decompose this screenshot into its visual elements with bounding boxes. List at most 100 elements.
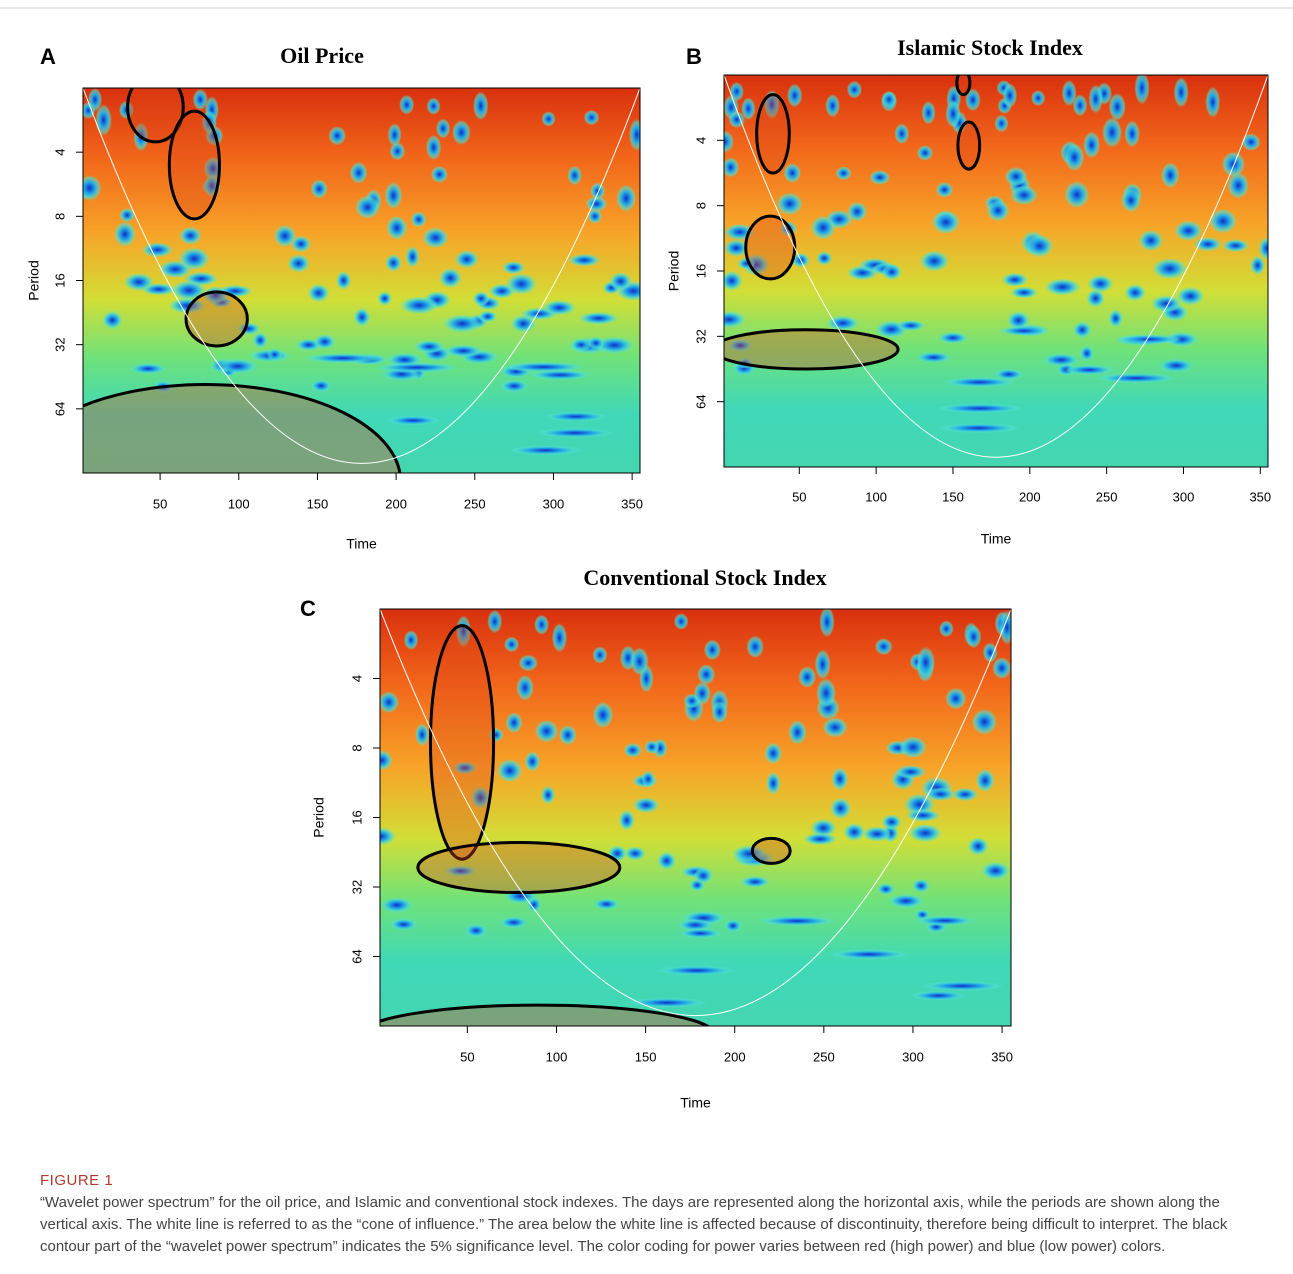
low-power-spot [964, 88, 981, 112]
x-axis-label: Time [680, 1095, 711, 1111]
y-tick-label: 32 [52, 337, 67, 351]
significance-contour [755, 93, 791, 175]
low-power-spot [724, 919, 742, 933]
significance-contour [184, 290, 249, 348]
x-tick-label: 200 [1019, 489, 1041, 504]
low-power-band [942, 377, 1017, 388]
low-power-spot [592, 701, 614, 729]
low-power-spot [728, 111, 746, 129]
low-power-spot [786, 83, 803, 108]
low-power-spot [632, 797, 660, 813]
low-power-spot [1002, 83, 1018, 108]
x-tick-label: 150 [635, 1049, 657, 1064]
low-power-spot [502, 261, 525, 275]
low-power-spot [202, 286, 229, 305]
low-power-spot [353, 307, 371, 327]
low-power-spot [499, 916, 528, 929]
low-power-spot [1083, 131, 1101, 159]
low-power-spot [478, 310, 497, 323]
low-power-spot [1250, 255, 1266, 276]
low-power-spot [472, 291, 490, 306]
heatmap [83, 88, 640, 473]
low-power-spot [830, 797, 852, 820]
low-power-spot [384, 181, 403, 210]
significance-contour [83, 382, 402, 473]
significance-contour [167, 109, 221, 221]
low-power-band [502, 362, 586, 373]
low-power-spot [1227, 172, 1250, 199]
x-tick-label: 100 [865, 489, 887, 504]
low-power-spot [1072, 321, 1092, 339]
low-power-spot [287, 254, 310, 273]
low-power-spot [822, 717, 848, 738]
low-power-spot [746, 635, 764, 659]
low-power-spot [776, 192, 803, 216]
low-power-spot [945, 99, 961, 128]
low-power-spot [916, 646, 936, 679]
heatmap [380, 609, 1011, 1026]
low-power-spot [1124, 284, 1146, 302]
low-power-spot [590, 182, 606, 200]
low-power-spot [919, 250, 950, 272]
low-power-spot [377, 291, 393, 306]
low-power-spot [1222, 239, 1249, 253]
low-power-spot [644, 740, 660, 754]
significance-contour [416, 841, 622, 895]
low-power-spot [899, 736, 927, 759]
low-power-spot [1064, 181, 1090, 209]
low-power-band [625, 997, 709, 1008]
low-power-spot [1108, 93, 1126, 121]
low-power-spot [506, 273, 537, 295]
low-power-spot [380, 827, 396, 846]
low-power-spot [819, 609, 835, 638]
x-tick-label: 300 [1173, 489, 1195, 504]
low-power-spot [399, 94, 415, 115]
low-power-spot [313, 334, 336, 350]
low-power-spot [697, 664, 716, 685]
low-power-spot [724, 239, 749, 257]
low-power-spot [783, 163, 802, 183]
low-power-spot [764, 742, 783, 765]
low-power-spot [567, 165, 583, 186]
low-power-spot [178, 247, 210, 271]
y-tick-label: 8 [693, 202, 708, 209]
low-power-spot [403, 630, 419, 650]
y-axis-label: Period [311, 797, 327, 837]
y-tick-label: 8 [349, 744, 364, 751]
low-power-spot [453, 761, 477, 775]
low-power-spot [328, 126, 347, 146]
low-power-spot [518, 654, 538, 672]
x-tick-label: 350 [621, 496, 643, 511]
low-power-spot [310, 179, 328, 199]
low-power-spot [542, 300, 576, 316]
low-power-spot [967, 837, 989, 856]
low-power-spot [657, 851, 677, 870]
x-axis-label: Time [346, 536, 377, 552]
low-power-spot [1241, 133, 1261, 151]
x-tick-label: 200 [385, 496, 407, 511]
low-power-spot [386, 215, 408, 240]
x-tick-label: 150 [942, 489, 964, 504]
y-tick-label: 32 [693, 329, 708, 343]
low-power-spot [273, 224, 297, 248]
low-power-spot [810, 215, 836, 240]
low-power-spot [385, 254, 402, 272]
y-tick-label: 64 [52, 402, 67, 416]
low-power-spot [1088, 84, 1103, 114]
low-power-spot [727, 339, 753, 352]
low-power-spot [677, 918, 714, 932]
low-power-band [937, 423, 1021, 434]
low-power-spot [986, 199, 1010, 222]
low-power-spot [623, 742, 643, 758]
low-power-spot [500, 379, 529, 393]
low-power-spot [413, 340, 445, 354]
low-power-spot [583, 109, 600, 126]
low-power-spot [1208, 208, 1238, 234]
low-power-spot [425, 134, 442, 161]
panel-label: C [300, 596, 316, 621]
low-power-spot [1025, 234, 1054, 258]
low-power-spot [908, 824, 942, 843]
low-power-spot [765, 771, 781, 795]
low-power-spot [1193, 236, 1222, 252]
low-power-spot [1006, 311, 1031, 330]
